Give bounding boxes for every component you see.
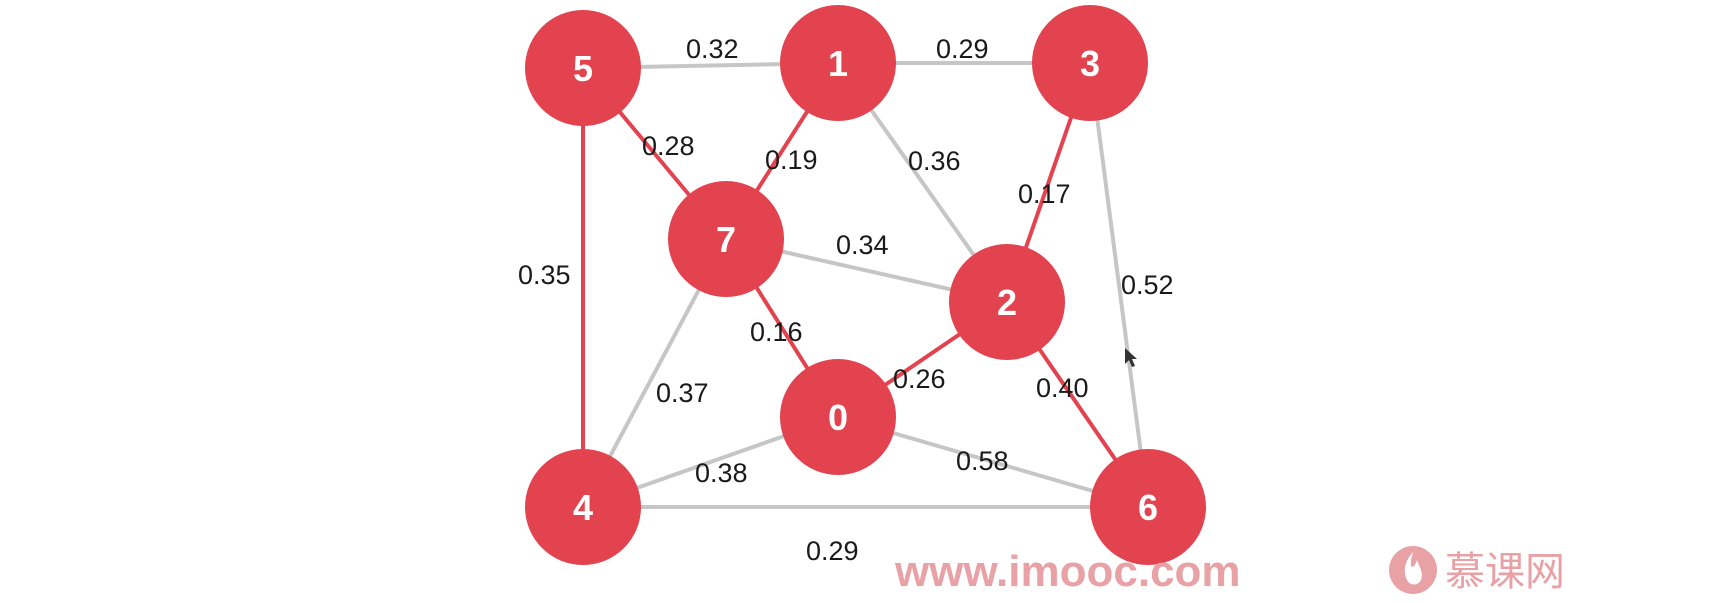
node-label: 7: [716, 219, 736, 260]
node-label: 4: [573, 487, 593, 528]
edge-weight-label: 0.19: [765, 145, 818, 175]
node-label: 0: [828, 397, 848, 438]
node-circle: [949, 244, 1065, 360]
node-label: 2: [997, 282, 1017, 323]
node-5: 5: [525, 10, 641, 126]
edge-weight-label: 0.16: [750, 317, 803, 347]
edge-weight-label: 0.36: [908, 146, 961, 176]
edge-weight-label: 0.28: [642, 131, 695, 161]
edge-weight-label: 0.17: [1018, 179, 1071, 209]
edge-weight-label: 0.34: [836, 230, 889, 260]
edge-weight-label: 0.29: [806, 536, 859, 566]
node-4: 4: [525, 449, 641, 565]
node-1: 1: [780, 5, 896, 121]
node-circle: [525, 449, 641, 565]
node-label: 5: [573, 48, 593, 89]
edge-weight-label: 0.38: [695, 458, 748, 488]
node-circle: [668, 181, 784, 297]
brand-logo: 慕课网: [1389, 546, 1565, 595]
edge-weight-label: 0.58: [956, 446, 1009, 476]
edge-weight-label: 0.29: [936, 34, 989, 64]
edge-weight-label: 0.37: [656, 378, 709, 408]
node-label: 6: [1138, 487, 1158, 528]
node-0: 0: [780, 359, 896, 475]
node-3: 3: [1032, 5, 1148, 121]
node-label: 1: [828, 43, 848, 84]
nodes-layer: 0 1 2 3 4 5 6 7: [525, 5, 1206, 565]
node-circle: [780, 5, 896, 121]
edge-3-6: [1088, 61, 1150, 509]
node-circle: [1032, 5, 1148, 121]
edge-weight-label: 0.35: [518, 260, 571, 290]
flame-icon-glyph: [1404, 552, 1422, 585]
edge-labels-layer: 0.32 0.29 0.28 0.19 0.36 0.17 0.35 0.34 0.52 0.16…: [518, 34, 1174, 566]
edge-weight-label: 0.40: [1036, 373, 1089, 403]
node-2: 2: [949, 244, 1065, 360]
node-circle: [1090, 449, 1206, 565]
node-label: 3: [1080, 43, 1100, 84]
node-circle: [525, 10, 641, 126]
mouse-cursor-icon: [1125, 348, 1137, 367]
node-6: 6: [1090, 449, 1206, 565]
watermark: www.imooc.com 慕课网: [894, 546, 1565, 596]
watermark-url: www.imooc.com: [894, 547, 1241, 596]
edge-weight-label: 0.32: [686, 34, 739, 64]
edge-weight-label: 0.52: [1121, 270, 1174, 300]
watermark-brand: 慕课网: [1445, 549, 1565, 595]
node-7: 7: [668, 181, 784, 297]
node-circle: [780, 359, 896, 475]
edge-weight-label: 0.26: [893, 364, 946, 394]
